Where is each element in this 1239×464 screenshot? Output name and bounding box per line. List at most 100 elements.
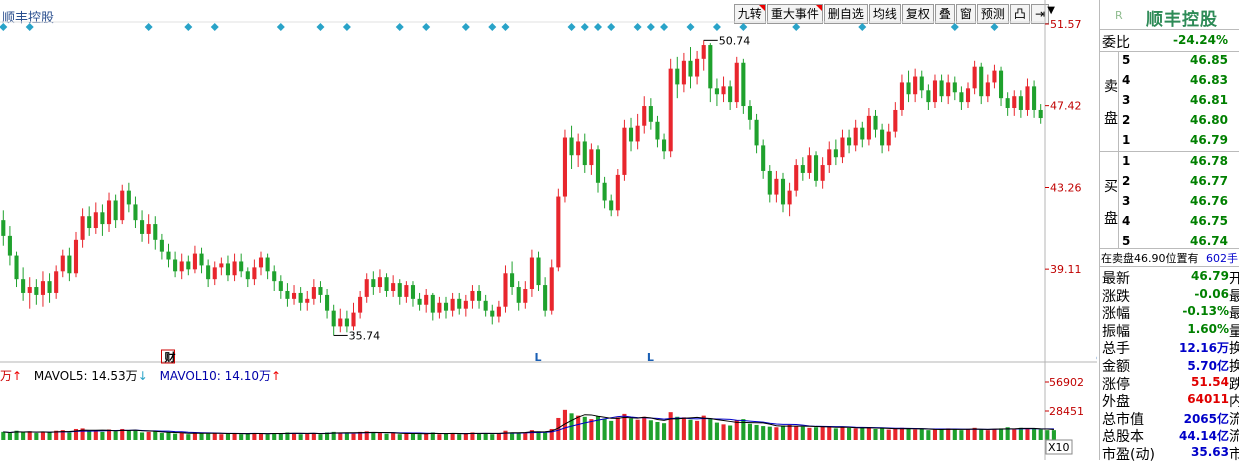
buy-price: 46.75 — [1190, 214, 1228, 228]
candle-body — [1038, 109, 1043, 119]
volume-bar — [939, 428, 944, 440]
toolbar-button-4[interactable]: 复权 — [901, 4, 934, 24]
candle-body — [886, 131, 891, 146]
volume-bar — [708, 419, 713, 440]
volume-bar — [767, 426, 772, 440]
volume-bar — [404, 433, 409, 440]
candle-body — [424, 294, 429, 305]
candle-body — [126, 190, 131, 205]
candle-body — [239, 261, 244, 272]
volume-bar — [906, 428, 911, 440]
candle-body — [60, 255, 65, 272]
candle-body — [1, 220, 6, 236]
stat-row: 市盈(动) 35.63 市 — [1100, 444, 1239, 464]
candle-body — [959, 92, 964, 103]
volume-bar — [569, 413, 574, 440]
event-diamond-icon — [593, 23, 602, 31]
sell-level: 1 — [1122, 133, 1131, 147]
stat-value: 1.60% — [1187, 321, 1229, 336]
vol-unit: 万 — [0, 369, 13, 383]
volume-bar — [562, 409, 567, 440]
candle-body — [173, 259, 178, 272]
price-axis-label: 51.57 — [1050, 18, 1082, 31]
marker-box — [160, 349, 175, 364]
volume-bar — [615, 417, 620, 440]
candle-body — [212, 267, 217, 280]
volume-bar — [34, 433, 39, 440]
candle-body — [946, 82, 951, 97]
toolbar-button-1[interactable]: 重大事件 — [766, 4, 823, 24]
volume-bar — [523, 432, 528, 440]
event-diamond-icon — [25, 23, 34, 31]
volume-bar — [424, 433, 429, 440]
order-ratio-label: 委比 — [1102, 35, 1130, 51]
volume-bar — [761, 426, 766, 440]
candle-body — [913, 76, 918, 95]
stat-label: 金额 — [1102, 359, 1130, 375]
stat-clipped-label: 流 — [1229, 411, 1239, 428]
stat-value: -0.13% — [1182, 304, 1229, 319]
volume-bar — [602, 418, 607, 440]
candle-body — [873, 115, 878, 130]
candle-body — [972, 66, 977, 89]
order-status-qty: 602手 — [1206, 252, 1238, 265]
volume-bar — [847, 427, 852, 440]
candle-body — [833, 149, 838, 158]
volume-bar — [780, 425, 786, 440]
candle-body — [120, 190, 125, 221]
volume-bar — [1012, 429, 1017, 440]
volume-bar — [813, 427, 819, 440]
toolbar-button-7[interactable]: 预测 — [976, 4, 1009, 24]
event-diamond-icon — [739, 23, 748, 31]
volume-bar — [886, 429, 891, 440]
volume-bar — [463, 433, 468, 440]
candle-body — [860, 127, 865, 140]
event-diamond-icon — [580, 23, 589, 31]
candle-body — [1025, 86, 1030, 110]
volume-bar — [483, 433, 488, 440]
volume-bar — [787, 424, 792, 440]
toolbar-button-5[interactable]: 叠 — [934, 4, 955, 24]
candle-body — [397, 283, 402, 297]
candle-body — [635, 125, 640, 142]
candle-body — [866, 115, 871, 140]
volume-bar — [285, 432, 290, 440]
buy-level: 2 — [1122, 174, 1131, 188]
volume-bar — [173, 433, 178, 440]
candle-body — [688, 60, 693, 77]
volume-bar — [913, 429, 918, 440]
candle-body — [1012, 96, 1017, 109]
candle-body — [595, 149, 601, 183]
stat-clipped-label: 开 — [1229, 271, 1239, 287]
volume-bar — [609, 420, 614, 440]
kline-chart[interactable]: 51.57 47.42 43.26 39.11 50.74 35.74 财 L Lq 56902 2… — [0, 0, 1097, 460]
toolbar-button-3[interactable]: 均线 — [868, 4, 901, 24]
sell-row: 2 46.80 — [1100, 113, 1239, 133]
candle-body — [681, 60, 686, 85]
candle-body — [477, 290, 482, 301]
candle-body — [265, 257, 270, 272]
bid-label-top: 买 — [1104, 179, 1118, 195]
candle-body — [648, 106, 653, 122]
volume-bar — [675, 416, 680, 440]
candle-body — [351, 312, 356, 327]
volume-bar — [60, 430, 65, 440]
toolbar-button-6[interactable]: 窗 — [955, 4, 976, 24]
event-diamond-icon — [633, 23, 642, 31]
buy-row: 2 46.77 — [1100, 174, 1239, 194]
zoom-button[interactable]: X10 — [1048, 441, 1070, 454]
volume-bar — [113, 431, 118, 440]
toolbar-button-9[interactable]: ⇥ — [1030, 4, 1049, 24]
mavol5-label: MAVOL5: 14.53万 — [33, 369, 138, 383]
candle-body — [206, 265, 211, 280]
volume-bar — [159, 433, 164, 440]
chart-marker-l1: L — [535, 351, 542, 364]
toolbar-button-0[interactable]: 九转 — [733, 4, 766, 24]
ask-label-top: 卖 — [1104, 79, 1118, 95]
candle-body — [298, 292, 303, 303]
event-diamond-icon — [990, 23, 999, 31]
toolbar-button-2[interactable]: 删自选 — [823, 4, 868, 24]
stat-row: 金额 5.70亿换 — [1100, 356, 1239, 376]
toolbar-button-8[interactable]: 凸 — [1009, 4, 1030, 24]
chevron-down-icon[interactable]: ▼ — [1047, 5, 1055, 16]
